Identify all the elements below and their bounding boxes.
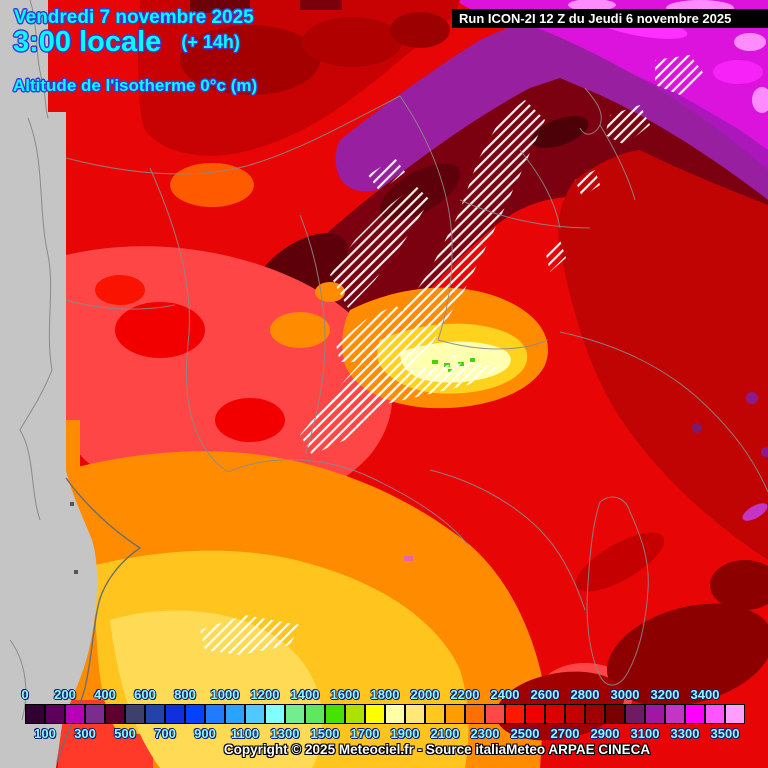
scale-cell-2400 — [505, 704, 525, 724]
scale-cell-1200 — [265, 704, 285, 724]
scale-cell-1100 — [245, 704, 265, 724]
map-time-row: 3:00 locale (+ 14h) — [13, 26, 240, 59]
scale-label-2800: 2800 — [570, 687, 600, 702]
scale-cell-1700 — [365, 704, 385, 724]
scale-label-2300: 2300 — [470, 726, 500, 741]
scale-label-200: 200 — [54, 687, 76, 702]
scale-label-100: 100 — [34, 726, 56, 741]
scale-label-900: 900 — [194, 726, 216, 741]
map-variable-label: Altitude de l'isotherme 0°c (m) — [13, 76, 258, 95]
map-out-of-domain-gray — [0, 0, 98, 768]
scale-label-3200: 3200 — [650, 687, 680, 702]
scale-label-400: 400 — [94, 687, 116, 702]
scale-cell-3100 — [645, 704, 665, 724]
scale-cell-0 — [25, 704, 45, 724]
scale-label-2900: 2900 — [590, 726, 620, 741]
scale-cell-500 — [125, 704, 145, 724]
scale-cell-2700 — [565, 704, 585, 724]
scale-cell-1300 — [285, 704, 305, 724]
scale-cell-1400 — [305, 704, 325, 724]
scale-cell-2600 — [545, 704, 565, 724]
scale-cell-3200 — [665, 704, 685, 724]
scale-cell-1900 — [405, 704, 425, 724]
scale-label-3500: 3500 — [710, 726, 740, 741]
map-forecast-offset: (+ 14h) — [181, 32, 240, 52]
scale-cell-900 — [205, 704, 225, 724]
scale-cells — [25, 704, 745, 724]
map-border-lines — [65, 87, 768, 686]
scale-label-2100: 2100 — [430, 726, 460, 741]
scale-cell-1500 — [325, 704, 345, 724]
scale-label-3100: 3100 — [630, 726, 660, 741]
scale-cell-400 — [105, 704, 125, 724]
scale-label-2500: 2500 — [510, 726, 540, 741]
scale-label-2600: 2600 — [530, 687, 560, 702]
scale-cell-600 — [145, 704, 165, 724]
scale-cell-2500 — [525, 704, 545, 724]
map-hatch-overlay — [200, 55, 705, 655]
scale-cell-1600 — [345, 704, 365, 724]
scale-cell-2000 — [425, 704, 445, 724]
copyright-line: Copyright © 2025 Meteociel.fr - Source i… — [223, 742, 651, 757]
scale-label-1400: 1400 — [290, 687, 320, 702]
scale-label-2000: 2000 — [410, 687, 440, 702]
scale-cell-3000 — [625, 704, 645, 724]
scale-label-800: 800 — [174, 687, 196, 702]
map-magenta-zone — [455, 0, 768, 215]
scale-cell-2200 — [465, 704, 485, 724]
scale-label-500: 500 — [114, 726, 136, 741]
scale-label-0: 0 — [21, 687, 29, 702]
scale-label-1500: 1500 — [310, 726, 340, 741]
scale-label-1900: 1900 — [390, 726, 420, 741]
scale-cell-700 — [165, 704, 185, 724]
scale-cell-2900 — [605, 704, 625, 724]
scale-label-1300: 1300 — [270, 726, 300, 741]
scale-cell-3500 — [725, 704, 745, 724]
map-purple-band — [335, 22, 768, 212]
scale-label-3000: 3000 — [610, 687, 640, 702]
scale-label-3300: 3300 — [670, 726, 700, 741]
map-gray-zone-borders — [9, 0, 53, 721]
scale-cell-1800 — [385, 704, 405, 724]
scale-cell-200 — [65, 704, 85, 724]
scale-label-1200: 1200 — [250, 687, 280, 702]
scale-label-1600: 1600 — [330, 687, 360, 702]
scale-label-1000: 1000 — [210, 687, 240, 702]
scale-label-1700: 1700 — [350, 726, 380, 741]
scale-label-600: 600 — [134, 687, 156, 702]
scale-label-2400: 2400 — [490, 687, 520, 702]
scale-label-1800: 1800 — [370, 687, 400, 702]
scale-cell-100 — [45, 704, 65, 724]
scale-cell-3300 — [685, 704, 705, 724]
model-run-info: Run ICON-2I 12 Z du Jeudi 6 novembre 202… — [452, 9, 768, 28]
scale-cell-2800 — [585, 704, 605, 724]
map-date: Vendredi 7 novembre 2025 — [14, 7, 254, 28]
scale-label-2700: 2700 — [550, 726, 580, 741]
scale-cell-1000 — [225, 704, 245, 724]
scale-cell-800 — [185, 704, 205, 724]
scale-cell-300 — [85, 704, 105, 724]
scale-cell-2100 — [445, 704, 465, 724]
scale-label-2200: 2200 — [450, 687, 480, 702]
scale-label-3400: 3400 — [690, 687, 720, 702]
scale-label-1100: 1100 — [230, 726, 260, 741]
scale-cell-3400 — [705, 704, 725, 724]
scale-label-300: 300 — [74, 726, 96, 741]
scale-label-700: 700 — [154, 726, 176, 741]
map-right-darkred — [558, 150, 768, 560]
map-local-time: 3:00 locale — [13, 26, 162, 58]
scale-cell-2300 — [485, 704, 505, 724]
